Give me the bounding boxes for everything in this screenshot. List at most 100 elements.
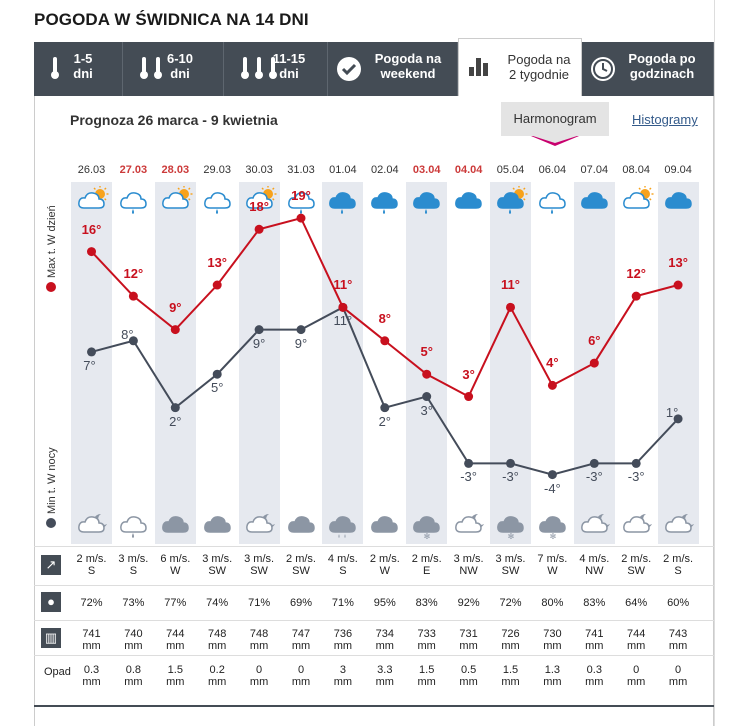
cloud-sun-icon (242, 185, 283, 216)
day-column-bg (322, 182, 364, 544)
min-temp-label: 9° (294, 335, 308, 351)
check-icon (336, 56, 362, 87)
cloud-icon (284, 510, 325, 540)
wind-cell: 3 m/s. SW (244, 553, 275, 577)
min-temp-point (589, 458, 599, 468)
histogramy-link[interactable]: Histogramy (632, 112, 698, 127)
max-temp-label: 6° (588, 333, 601, 349)
max-temp-point (380, 336, 390, 346)
min-temp-point (506, 458, 515, 468)
thermometer-icon (137, 56, 165, 85)
tab-1-5-dni[interactable]: 1-5 dni (34, 42, 123, 96)
precipitation-cell: 0 mm (668, 664, 688, 688)
cloud-sun-icon (74, 185, 115, 216)
pressure-cell: 734 mm (375, 628, 394, 652)
pressure-cell: 744 mm (166, 628, 185, 652)
cloud-snow-icon: ✻ (409, 510, 450, 541)
forecast-range-title: Prognoza 26 marca - 9 kwietnia (70, 112, 278, 128)
pressure-cell: 741 mm (82, 628, 101, 652)
min-legend-dot (46, 518, 56, 528)
max-temp-point (212, 280, 222, 290)
cloud-moon-icon (74, 510, 115, 540)
tab-6-10-dni[interactable]: 6-10 dni (123, 42, 224, 96)
tab-pogoda-na-2-tygodnie[interactable]: Pogoda na 2 tygodnie (458, 38, 582, 96)
tab-label: Pogoda po godzinach (628, 51, 696, 81)
tab-11-15-dni[interactable]: 11-15 dni (224, 42, 328, 96)
day-date: 03.04 (412, 164, 441, 176)
humidity-cell: 95% (373, 597, 396, 609)
precipitation-cell: 3.3 mm (375, 664, 394, 688)
pressure-cell: 748 mm (249, 628, 269, 652)
day-date: 08.04 (622, 164, 650, 176)
thermometer-icon (238, 56, 280, 85)
max-temp-point (589, 358, 599, 368)
humidity-cell: 92% (457, 597, 480, 609)
precipitation-cell: 0 mm (291, 664, 311, 688)
wind-cell: 6 m/s. W (160, 553, 191, 577)
min-temp-label: 2° (378, 413, 392, 429)
cloud-icon (661, 186, 702, 216)
wind-cell: 2 m/s. W (369, 553, 400, 577)
tab-label: 1-5 dni (73, 51, 93, 81)
pressure-cell: 748 mm (208, 628, 227, 652)
cloud-drop-icon (116, 186, 157, 216)
max-temp-point (87, 247, 96, 257)
precipitation-cell: 1.3 mm (543, 664, 562, 688)
max-temp-point (422, 369, 432, 379)
harmonogram-tab[interactable]: Harmonogram (501, 102, 609, 136)
precipitation-cell: 3 mm (333, 664, 353, 688)
thermometer-icon (48, 56, 62, 85)
day-column-bg (490, 182, 531, 544)
max-temp-point (170, 325, 180, 335)
wind-cell: 4 m/s. NW (579, 553, 610, 577)
day-date: 01.04 (329, 164, 357, 176)
precipitation-cell: 1.5 mm (166, 664, 185, 688)
precipitation-cell: 1.5 mm (417, 664, 436, 688)
min-temp-line (91, 305, 679, 476)
forecast-panel (34, 96, 714, 726)
wind-icon: ↗ (41, 555, 61, 575)
wind-cell: 3 m/s. SW (202, 553, 233, 577)
max-temp-label: 12° (123, 266, 144, 282)
precipitation-cell: 0.2 mm (208, 664, 227, 688)
pressure-icon: ▥ (41, 628, 61, 648)
cloud-snow-icon: ✻ (493, 510, 534, 541)
cloud-drop-icon (200, 186, 241, 216)
cloud-moon-icon (619, 510, 660, 540)
cloud-rain-icon (409, 186, 450, 216)
day-date: 26.03 (77, 164, 106, 176)
humidity-cell: 60% (667, 597, 690, 609)
svg-text:✻: ✻ (508, 532, 515, 540)
tab-pogoda-na-weekend[interactable]: Pogoda na weekend (328, 42, 458, 96)
pressure-cell: 726 mm (501, 628, 520, 652)
min-temp-label: 9° (252, 335, 266, 351)
svg-text:✻: ✻ (550, 532, 557, 540)
max-temp-label: 12° (626, 266, 647, 282)
wind-cell: 3 m/s. SW (495, 553, 526, 577)
humidity-cell: 77% (164, 597, 187, 609)
cloud-rain-icon (325, 510, 366, 540)
max-temp-line (90, 216, 679, 398)
min-temp-point (673, 414, 683, 424)
day-date: 04.04 (454, 164, 483, 176)
min-temp-point (254, 325, 264, 335)
tab-pogoda-po-godzinach[interactable]: Pogoda po godzinach (582, 42, 714, 96)
max-temp-label: 13° (207, 255, 228, 271)
max-temp-point (128, 291, 138, 301)
day-date: 30.03 (245, 164, 273, 176)
wind-cell: 4 m/s. S (327, 553, 358, 577)
wind-cell: 3 m/s. S (118, 553, 149, 577)
wind-cell: 2 m/s. E (411, 553, 442, 577)
day-column-bg (657, 182, 699, 544)
tab-label: 11-15 dni (272, 51, 306, 81)
precipitation-cell: 0.3 mm (585, 664, 604, 688)
min-temp-point (170, 403, 180, 413)
cloud-icon (577, 186, 618, 216)
humidity-icon: ● (41, 592, 61, 612)
min-temp-label: -3° (460, 469, 477, 485)
max-temp-label: 11° (333, 277, 353, 293)
max-temp-label: 5° (420, 344, 433, 360)
cloud-icon (200, 510, 241, 540)
cloud-rain-icon (367, 186, 408, 216)
precipitation-cell: 0.3 mm (82, 664, 101, 688)
